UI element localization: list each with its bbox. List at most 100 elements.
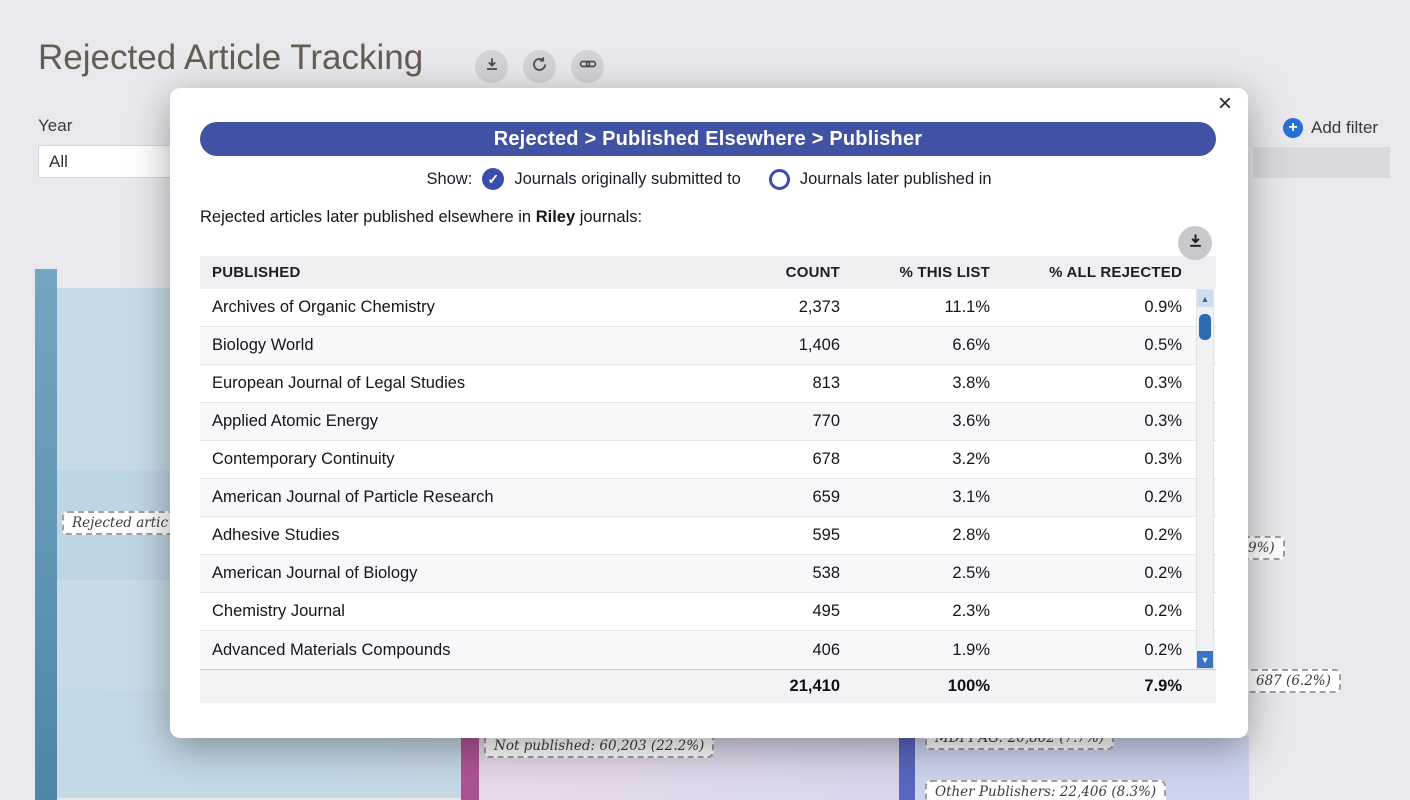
- table-cell: 2.3%: [952, 602, 990, 620]
- table-cell: Advanced Materials Compounds: [212, 640, 451, 659]
- table-cell: American Journal of Particle Research: [212, 488, 494, 506]
- col-published: PUBLISHED: [212, 264, 301, 281]
- table-cell: 595: [812, 526, 840, 544]
- year-select[interactable]: All: [38, 145, 178, 178]
- history-button[interactable]: [523, 50, 556, 83]
- scrollbar-up-icon[interactable]: ▲: [1197, 290, 1213, 307]
- table-cell: 0.3%: [1144, 450, 1182, 468]
- check-icon: ✓: [487, 170, 500, 187]
- table-row: Chemistry Journal 495 2.3% 0.2%: [200, 593, 1216, 631]
- table-cell: 1.9%: [952, 640, 990, 659]
- table-download-button[interactable]: [1178, 226, 1212, 260]
- table-cell: 0.2%: [1144, 602, 1182, 620]
- table-cell: 0.5%: [1144, 336, 1182, 354]
- table-cell: 406: [812, 640, 840, 659]
- close-button[interactable]: ×: [1217, 90, 1232, 117]
- year-select-value: All: [49, 151, 68, 171]
- table-row: American Journal of Particle Research 659…: [200, 479, 1216, 517]
- table-cell: 3.8%: [952, 374, 990, 392]
- table-row: Archives of Organic Chemistry 2,373 11.1% 0…: [200, 289, 1216, 327]
- radio-originally-submitted[interactable]: ✓: [482, 168, 505, 190]
- modal-title-bar: Rejected > Published Elsewhere > Publish…: [200, 122, 1216, 156]
- table-cell: 2,373: [798, 298, 840, 316]
- table-body: Archives of Organic Chemistry 2,373 11.1% 0…: [200, 289, 1216, 669]
- table-cell: 0.2%: [1144, 488, 1182, 506]
- table-row: Adhesive Studies 595 2.8% 0.2%: [200, 517, 1216, 555]
- filter-control-partial[interactable]: [1253, 147, 1390, 178]
- add-filter-label: Add filter: [1311, 118, 1379, 137]
- table-row: Advanced Materials Compounds 406 1.9% 0.2%: [200, 631, 1216, 669]
- download-icon: [1187, 232, 1204, 254]
- year-filter-label: Year: [38, 116, 73, 135]
- table-scrollbar[interactable]: ▲ ▼: [1196, 289, 1214, 669]
- download-button[interactable]: [475, 50, 508, 83]
- footer-count: 21,410: [789, 677, 840, 695]
- scrollbar-down-icon[interactable]: ▼: [1197, 651, 1213, 668]
- radio-later-published[interactable]: [768, 168, 790, 190]
- table-cell: 495: [812, 602, 840, 620]
- table-row: Contemporary Continuity 678 3.2% 0.3%: [200, 441, 1216, 479]
- radio-later-published-label[interactable]: Journals later published in: [799, 169, 992, 188]
- table-cell: 3.2%: [952, 450, 990, 468]
- table-cell: Chemistry Journal: [212, 602, 345, 620]
- table-cell: 538: [812, 564, 840, 582]
- table-row: European Journal of Legal Studies 813 3.8%…: [200, 365, 1216, 403]
- table-row: American Journal of Biology 538 2.5% 0.2%: [200, 555, 1216, 593]
- table-cell: 0.2%: [1144, 640, 1182, 659]
- sankey-tooltip-687: 687 (6.2%): [1246, 669, 1341, 693]
- publisher-table: PUBLISHED COUNT % THIS LIST % ALL REJECT…: [200, 256, 1216, 703]
- table-cell: Archives of Organic Chemistry: [212, 298, 435, 316]
- footer-pct-rejected: 7.9%: [1144, 677, 1182, 695]
- table-cell: European Journal of Legal Studies: [212, 374, 466, 392]
- table-cell: American Journal of Biology: [212, 564, 418, 582]
- sankey-node-rejected: [35, 269, 57, 800]
- table-cell: Biology World: [212, 336, 314, 354]
- table-cell: 11.1%: [944, 298, 990, 316]
- table-cell: Adhesive Studies: [212, 526, 340, 544]
- table-row: Biology World 1,406 6.6% 0.5%: [200, 327, 1216, 365]
- table-cell: 1,406: [798, 336, 840, 354]
- col-pct-list: % THIS LIST: [899, 264, 990, 281]
- table-footer-row: 21,410 100% 7.9%: [200, 669, 1216, 703]
- table-cell: 0.2%: [1144, 564, 1182, 582]
- history-icon: [531, 56, 548, 78]
- radio-originally-submitted-label[interactable]: Journals originally submitted to: [514, 169, 741, 188]
- table-cell: 2.5%: [952, 564, 990, 582]
- show-label: Show:: [426, 169, 473, 188]
- scrollbar-thumb[interactable]: [1199, 314, 1211, 340]
- col-pct-rejected: % ALL REJECTED: [1049, 264, 1182, 281]
- table-cell: 0.3%: [1144, 374, 1182, 392]
- table-cell: Applied Atomic Energy: [212, 412, 379, 430]
- publisher-drilldown-modal: × Rejected > Published Elsewhere > Publi…: [170, 88, 1248, 738]
- table-header-row: PUBLISHED COUNT % THIS LIST % ALL REJECT…: [200, 256, 1216, 289]
- modal-description: Rejected articles later published elsewh…: [200, 208, 642, 227]
- description-suffix: journals:: [575, 208, 643, 226]
- table-cell: 3.6%: [952, 412, 990, 430]
- link-button[interactable]: [571, 50, 604, 83]
- description-prefix: Rejected articles later published elsewh…: [200, 208, 536, 226]
- col-count: COUNT: [785, 264, 840, 281]
- table-cell: 2.8%: [952, 526, 990, 544]
- table-cell: 3.1%: [952, 488, 990, 506]
- table-cell: 0.2%: [1144, 526, 1182, 544]
- add-filter-button[interactable]: + Add filter: [1283, 118, 1378, 138]
- table-cell: 0.3%: [1144, 412, 1182, 430]
- download-icon: [484, 56, 500, 77]
- table-row: Applied Atomic Energy 770 3.6% 0.3%: [200, 403, 1216, 441]
- sankey-tooltip-other-publishers: Other Publishers: 22,406 (8.3%): [925, 780, 1167, 800]
- description-publisher-name: Riley: [535, 208, 576, 226]
- table-cell: 770: [812, 412, 840, 430]
- table-cell: 813: [812, 374, 840, 392]
- table-cell: 678: [812, 450, 840, 468]
- footer-pct-list: 100%: [947, 677, 990, 695]
- link-icon: [579, 55, 597, 78]
- sankey-tooltip-rejected: Rejected artic: [62, 511, 178, 535]
- plus-icon: +: [1283, 118, 1303, 138]
- table-cell: 659: [812, 488, 840, 506]
- table-cell: 0.9%: [1144, 298, 1182, 316]
- page-title: Rejected Article Tracking: [38, 38, 424, 77]
- table-cell: Contemporary Continuity: [212, 450, 395, 468]
- show-options-row: Show: ✓ Journals originally submitted to…: [170, 168, 1248, 190]
- table-cell: 6.6%: [952, 336, 990, 354]
